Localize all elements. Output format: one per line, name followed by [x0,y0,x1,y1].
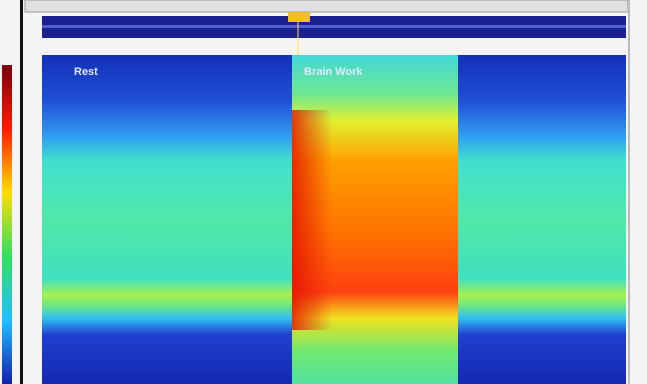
rest-region [42,55,292,384]
timeline-track [42,25,626,28]
rest-region-2 [458,55,626,384]
time-marker[interactable] [288,12,310,22]
divider [20,0,23,384]
right-border [628,0,630,384]
color-bar [2,65,12,384]
time-ruler [24,0,629,13]
panel-label: Rest [74,66,98,78]
work-onset [292,110,332,330]
panel-label: Brain Work [304,66,363,78]
